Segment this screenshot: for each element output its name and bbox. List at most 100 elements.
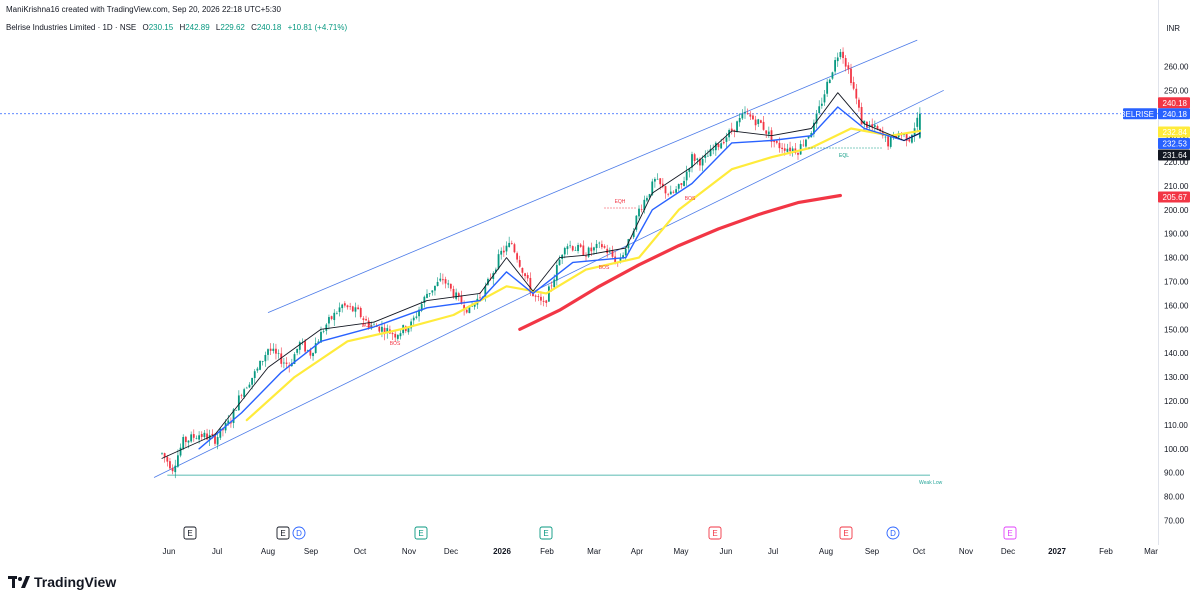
candle-body xyxy=(919,113,921,138)
candle-body xyxy=(349,306,352,307)
candle-body xyxy=(190,434,193,442)
earnings-marker[interactable]: E xyxy=(1003,526,1017,540)
candle-body xyxy=(436,281,439,287)
candle-body xyxy=(852,82,855,89)
x-tick-label: Sep xyxy=(865,547,880,556)
candle-body xyxy=(791,148,794,152)
candle-body xyxy=(251,377,253,385)
candle-body xyxy=(325,324,328,331)
candle-body xyxy=(640,209,643,210)
x-tick-label: Dec xyxy=(444,547,458,556)
dividend-marker[interactable]: D xyxy=(292,526,306,540)
ma-price-tag: 231.64 xyxy=(1163,151,1188,160)
channel-line xyxy=(153,89,944,478)
earnings-marker[interactable]: E xyxy=(414,526,428,540)
y-tick-label: 110.00 xyxy=(1164,421,1188,430)
candle-body xyxy=(452,288,455,298)
candle-body xyxy=(916,117,919,127)
candle-body xyxy=(264,354,267,362)
candle-body xyxy=(720,143,723,149)
symbol-name[interactable]: Belrise Industries Limited · 1D · NSE xyxy=(6,23,137,32)
candle-body xyxy=(842,51,844,58)
sma-long-line xyxy=(518,193,842,331)
y-tick-label: 150.00 xyxy=(1164,325,1189,334)
marker-shape xyxy=(292,526,306,540)
candle-body xyxy=(656,178,659,180)
close-price-tag: 240.18 xyxy=(1163,99,1188,108)
candle-body xyxy=(611,250,614,257)
candle-body xyxy=(775,140,778,143)
x-tick-label: 2027 xyxy=(1048,547,1066,556)
candle-body xyxy=(858,99,860,108)
candles xyxy=(161,47,921,479)
candle-body xyxy=(219,428,222,438)
earnings-marker[interactable]: E xyxy=(839,526,853,540)
candle-body xyxy=(163,453,166,458)
candle-body xyxy=(646,197,648,201)
candle-body xyxy=(161,452,163,454)
candle-body xyxy=(518,260,521,267)
candle-body xyxy=(765,130,768,134)
candle-body xyxy=(648,194,651,198)
candle-body xyxy=(471,305,473,307)
time-axis[interactable]: Jun Jul Aug Sep Oct Nov Dec 2026 Feb Mar Apr May Jun… xyxy=(163,547,1159,556)
y-tick-label: 180.00 xyxy=(1164,254,1189,263)
tradingview-logo[interactable]: TradingView xyxy=(8,574,116,590)
ema-mid-line xyxy=(198,106,921,450)
candle-body xyxy=(714,142,717,151)
candle-body xyxy=(259,360,261,370)
candle-body xyxy=(367,320,370,328)
candle-body xyxy=(261,361,264,362)
candle-body xyxy=(285,362,288,364)
dividend-marker[interactable]: D xyxy=(886,526,900,540)
candle-body xyxy=(722,142,725,144)
earnings-marker[interactable]: E xyxy=(276,526,290,540)
candle-body xyxy=(582,245,585,256)
candle-body xyxy=(272,348,275,351)
candle-body xyxy=(598,242,601,244)
marker-shape xyxy=(708,526,722,540)
candle-body xyxy=(232,409,235,423)
candle-body xyxy=(182,436,185,449)
earnings-marker[interactable]: E xyxy=(708,526,722,540)
candle-body xyxy=(415,316,418,318)
candle-body xyxy=(505,245,508,252)
last-price-tag: 240.18 xyxy=(1163,110,1188,119)
candle-body xyxy=(317,341,320,344)
currency-label[interactable]: INR xyxy=(1166,24,1180,33)
candle-body xyxy=(797,153,799,155)
marker-glyph: E xyxy=(843,529,848,538)
x-tick-label: Jul xyxy=(212,547,222,556)
candle-body xyxy=(399,333,402,337)
x-tick-label: Nov xyxy=(959,547,973,556)
candle-body xyxy=(783,148,786,151)
candle-body xyxy=(704,155,707,158)
candle-body xyxy=(304,341,306,352)
ma-price-tag: 232.53 xyxy=(1163,140,1188,149)
candle-body xyxy=(911,134,913,143)
trend-channel[interactable] xyxy=(153,39,944,478)
earnings-marker[interactable]: E xyxy=(539,526,553,540)
candle-body xyxy=(685,171,688,181)
weak-low-line[interactable]: Weak Low xyxy=(167,474,943,486)
candle-body xyxy=(203,432,206,438)
candle-body xyxy=(860,107,863,125)
brand-name: TradingView xyxy=(34,574,117,590)
candle-body xyxy=(542,300,545,302)
candle-body xyxy=(643,199,646,211)
candle-body xyxy=(608,251,611,253)
candle-body xyxy=(601,244,603,248)
y-tick-label: 160.00 xyxy=(1164,301,1189,310)
candle-body xyxy=(240,395,243,397)
candle-body xyxy=(683,181,685,186)
symbol-legend[interactable]: Belrise Industries Limited · 1D · NSE O2… xyxy=(6,23,351,32)
candle-body xyxy=(707,155,709,157)
x-tick-label: May xyxy=(673,547,688,556)
candle-body xyxy=(813,122,815,134)
candle-body xyxy=(526,275,529,279)
candle-body xyxy=(579,244,582,247)
candle-body xyxy=(868,124,871,126)
earnings-marker[interactable]: E xyxy=(183,526,197,540)
